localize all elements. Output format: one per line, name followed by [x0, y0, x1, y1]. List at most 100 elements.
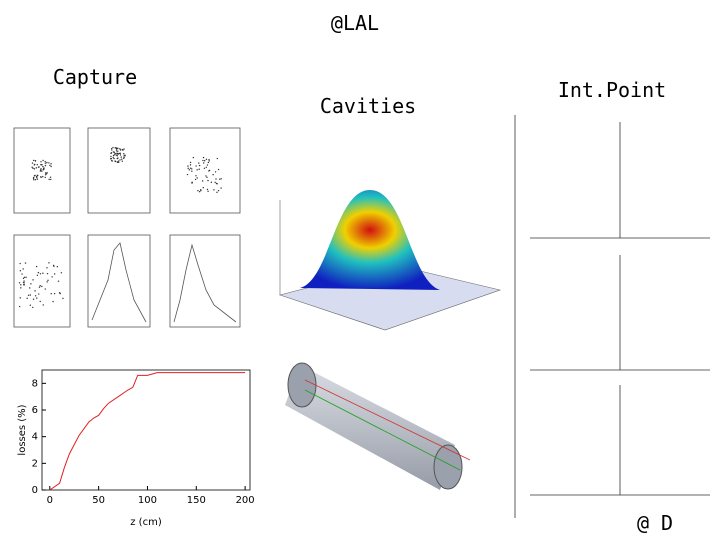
scatter-dot — [198, 164, 201, 167]
scatter-dot — [119, 149, 122, 151]
scatter-dot — [120, 156, 122, 158]
scatter-dot — [117, 150, 119, 152]
scatter-dot — [116, 152, 118, 154]
scatter-dot — [187, 167, 189, 170]
scatter-dot — [41, 170, 43, 172]
scatter-dot — [188, 169, 190, 171]
scatter-dot — [31, 166, 33, 168]
scatter-dot — [207, 190, 209, 192]
scatter-dot — [112, 151, 114, 153]
scatter-dot — [203, 167, 206, 170]
scatter-dot — [191, 168, 193, 170]
scatter-dot — [33, 168, 36, 170]
scatter-dot — [32, 298, 35, 300]
x-tick-label: 0 — [47, 495, 53, 506]
scatter-dot — [22, 284, 25, 286]
scatter-dot — [53, 273, 56, 275]
scatter-dot — [33, 179, 35, 181]
x-tick-label: 100 — [138, 495, 157, 506]
scatter-dot — [42, 165, 44, 168]
scatter-dot — [216, 191, 218, 194]
scatter-dot — [202, 156, 205, 159]
scatter-dot — [27, 294, 30, 296]
scatter-dot — [191, 170, 193, 172]
scatter-dot — [123, 153, 125, 155]
scatter-dot — [205, 175, 207, 177]
scatter-dot — [40, 164, 43, 166]
scatter-dot — [42, 272, 44, 274]
scatter-dot — [202, 162, 205, 164]
scatter-dot — [114, 160, 116, 162]
x-tick-label: 50 — [92, 495, 105, 506]
scatter-dot — [19, 270, 22, 272]
scatter-dot — [23, 280, 25, 282]
scatter-dot — [33, 175, 36, 177]
scatter-dot — [42, 159, 44, 162]
plot-frame — [41, 369, 251, 491]
scatter-dot — [47, 279, 49, 282]
scatter-dot — [59, 292, 61, 295]
scatter-dot — [35, 175, 38, 178]
scatter-dot — [37, 166, 40, 168]
scatter-dot — [189, 167, 192, 169]
scatter-dot — [119, 159, 121, 161]
scatter-dot — [22, 268, 24, 270]
scatter-dot — [116, 155, 119, 157]
scatter-dot — [208, 169, 211, 172]
scatter-dot — [124, 154, 126, 156]
scatter-dot — [19, 297, 21, 299]
scatter-dot — [200, 189, 202, 191]
scatter-dot — [42, 304, 44, 306]
x-axis-label: z (cm) — [130, 517, 162, 528]
scatter-dot — [18, 282, 21, 284]
scatter-dot — [117, 157, 119, 159]
scatter-dot — [32, 279, 34, 281]
scatter-dot — [34, 179, 37, 181]
scatter-dot — [60, 272, 63, 274]
scatter-dot — [113, 154, 116, 156]
scatter-dot — [44, 160, 46, 163]
losses-chart: 0 50 100 150 200 0 2 4 6 8 z (cm) losses (%) — [17, 369, 255, 528]
scatter-dot — [111, 147, 113, 150]
scatter-dot — [110, 152, 112, 155]
scatter-dot — [196, 177, 198, 179]
scatter-dot — [116, 161, 119, 164]
y-tick-label: 4 — [32, 432, 38, 443]
scatter-dot — [34, 290, 36, 292]
scatter-dot — [53, 292, 56, 295]
section-label: Capture — [53, 65, 137, 89]
scatter-dot — [36, 174, 39, 177]
section-label: Int.Point — [558, 78, 666, 102]
scatter-dot — [123, 157, 125, 160]
scatter-dot — [32, 177, 35, 180]
scatter-dot — [50, 165, 52, 168]
scatter-dot — [39, 273, 42, 275]
scatter-dot — [46, 172, 48, 174]
scatter-dot — [206, 188, 209, 191]
scatter-dot — [46, 272, 49, 275]
scatter-dot — [203, 160, 206, 162]
scatter-dot — [117, 160, 120, 162]
scatter-dot — [115, 150, 118, 152]
y-tick-label: 6 — [32, 405, 38, 416]
scatter-dot — [32, 167, 34, 169]
scatter-dot — [40, 161, 42, 163]
capture-plots — [13, 127, 241, 328]
scatter-dot — [48, 162, 50, 164]
scatter-dot — [53, 265, 55, 267]
scatter-dot — [44, 288, 46, 290]
x-tick-label: 200 — [236, 495, 255, 506]
scatter-dot — [18, 305, 21, 308]
scatter-dot — [219, 178, 221, 180]
scatter-dot — [34, 160, 37, 162]
scatter-dot — [217, 168, 220, 171]
scatter-dot — [26, 297, 28, 300]
y-tick-label: 0 — [32, 485, 38, 496]
scatter-dot — [114, 153, 117, 155]
scatter-dot — [112, 154, 115, 157]
scatter-dot — [43, 168, 45, 171]
scatter-dot — [198, 168, 200, 170]
scatter-dot — [189, 164, 192, 166]
scatter-dot — [49, 176, 52, 178]
scatter-dot — [38, 293, 40, 295]
